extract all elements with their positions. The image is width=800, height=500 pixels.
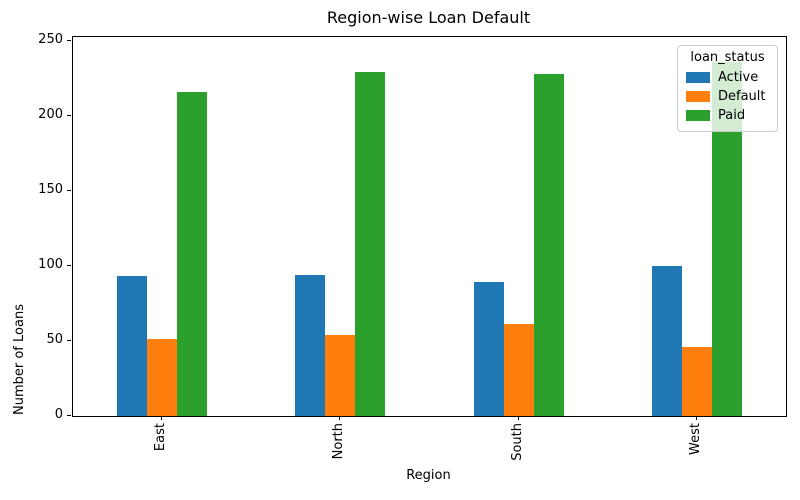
y-tick-label-0: 0: [54, 407, 63, 422]
x-tick-label-south: South: [509, 423, 525, 461]
legend-entries: Active Default Paid: [686, 68, 769, 125]
legend-swatch-active: [686, 72, 710, 83]
y-tick-mark-200: [67, 114, 71, 116]
bar-south-paid: [533, 73, 564, 416]
legend-title: loan_status: [690, 50, 765, 65]
x-tick-label-north: North: [331, 423, 347, 460]
x-tick-mark-east: [161, 416, 163, 420]
x-tick-mark-north: [339, 416, 341, 420]
y-axis-label: Number of Loans: [12, 304, 27, 415]
bar-north-active: [295, 274, 326, 416]
legend-label-default: Default: [718, 89, 766, 104]
chart-title: Region-wise Loan Default: [326, 8, 531, 27]
legend: loan_status Active Default Paid: [677, 45, 778, 132]
x-tick-label-west: West: [687, 423, 703, 455]
y-tick-mark-150: [67, 189, 71, 191]
y-tick-label-250: 250: [38, 31, 63, 47]
bar-south-active: [473, 282, 504, 416]
y-tick-mark-100: [67, 264, 71, 266]
bar-east-paid: [177, 91, 208, 416]
x-tick-mark-west: [695, 416, 697, 420]
bar-north-default: [325, 334, 356, 416]
bar-east-default: [147, 339, 178, 416]
bar-west-active: [651, 265, 682, 416]
legend-swatch-default: [686, 91, 710, 102]
x-axis-label: Region: [406, 468, 451, 483]
bar-south-default: [503, 324, 534, 416]
y-tick-label-50: 50: [46, 331, 63, 347]
legend-entry-paid: Paid: [686, 106, 769, 125]
legend-entry-default: Default: [686, 87, 769, 106]
y-tick-mark-50: [67, 339, 71, 341]
bar-east-active: [117, 276, 148, 416]
bar-north-paid: [355, 72, 386, 416]
y-tick-label-100: 100: [38, 256, 63, 272]
plot-area: [72, 36, 787, 417]
legend-label-paid: Paid: [718, 108, 746, 123]
legend-swatch-paid: [686, 110, 710, 121]
y-tick-label-200: 200: [38, 106, 63, 122]
bar-west-default: [681, 346, 712, 416]
legend-entry-active: Active: [686, 68, 769, 87]
y-tick-label-150: 150: [38, 181, 63, 197]
y-tick-mark-0: [67, 415, 71, 416]
legend-label-active: Active: [718, 70, 759, 85]
x-tick-mark-south: [517, 416, 519, 420]
y-tick-mark-250: [67, 39, 71, 41]
x-tick-label-east: East: [153, 423, 169, 452]
